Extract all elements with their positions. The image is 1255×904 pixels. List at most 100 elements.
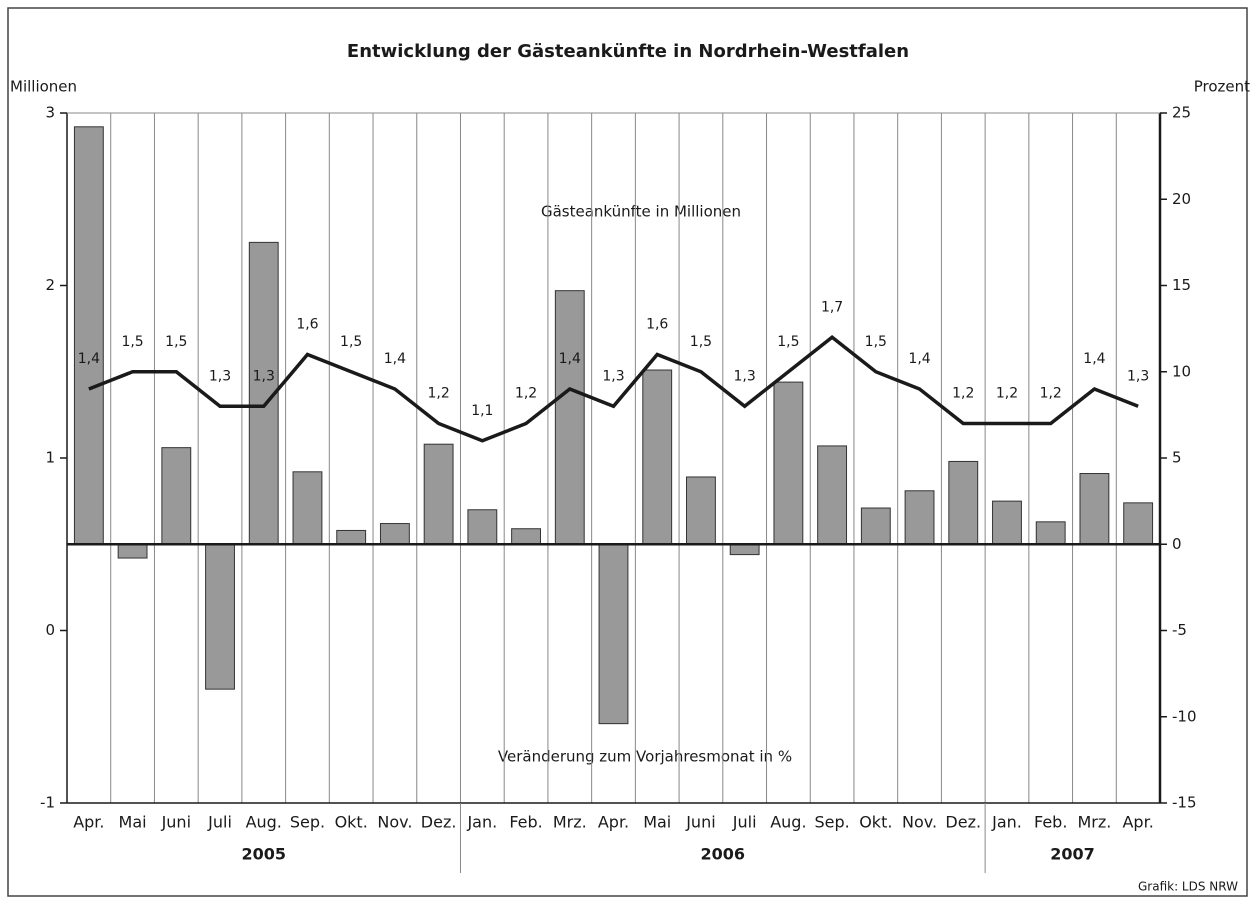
y2-tick-label: 15	[1172, 276, 1191, 294]
bar	[117, 543, 148, 559]
y2-axis-label: Prozent	[1194, 78, 1250, 96]
y2-tick-label: -10	[1172, 707, 1197, 725]
x-tick-label: Mai	[643, 813, 671, 832]
bar	[686, 476, 716, 545]
y2-tick-label: 5	[1172, 449, 1182, 467]
y-tick-label: -1	[40, 794, 55, 812]
y2-tick-label: 10	[1172, 362, 1191, 380]
bar	[205, 543, 235, 690]
bar	[1079, 473, 1110, 545]
bar	[642, 369, 673, 545]
bar	[161, 447, 192, 545]
data-label: 1,6	[646, 317, 668, 333]
data-label: 1,2	[427, 386, 449, 402]
bar	[1123, 502, 1154, 545]
bar	[598, 543, 629, 725]
x-tick-label: Feb.	[1034, 813, 1067, 832]
x-tick-label: Nov.	[377, 813, 412, 832]
source: Grafik: LDS NRW	[1138, 880, 1238, 894]
data-label: 1,4	[559, 351, 581, 367]
x-tick-label: Apr.	[598, 813, 629, 832]
x-tick-label: Jan.	[466, 813, 497, 832]
data-label: 1,4	[78, 351, 100, 367]
x-tick-label: Juli	[207, 813, 232, 832]
data-label: 1,2	[996, 386, 1018, 402]
x-tick-label: Jan.	[991, 813, 1022, 832]
data-label: 1,3	[1127, 368, 1149, 384]
x-tick-label: Aug.	[246, 813, 282, 832]
data-label: 1,1	[471, 403, 493, 419]
data-label: 1,5	[340, 334, 362, 350]
data-label: 1,5	[777, 334, 799, 350]
year-label: 2007	[1050, 845, 1095, 864]
data-label: 1,3	[602, 368, 624, 384]
chart-title: Entwicklung der Gästeankünfte in Nordrhe…	[347, 41, 909, 62]
x-tick-label: Juni	[685, 813, 715, 832]
y2-tick-label: 25	[1172, 104, 1191, 122]
y2-tick-label: 0	[1172, 535, 1182, 553]
data-label: 1,4	[1083, 351, 1105, 367]
data-label: 1,4	[384, 351, 406, 367]
data-label: 1,5	[165, 334, 187, 350]
year-label: 2005	[241, 845, 286, 864]
frame	[7, 7, 1248, 897]
y-tick-label: 2	[45, 276, 55, 294]
data-label: 1,3	[209, 368, 231, 384]
bar	[292, 471, 323, 545]
x-tick-label: Sep.	[814, 813, 849, 832]
x-tick-label: Dez.	[421, 813, 457, 832]
y-axis-label: Millionen	[10, 78, 77, 96]
bar	[817, 445, 848, 545]
bar	[948, 460, 979, 545]
bar	[860, 507, 891, 545]
x-tick-label: Juli	[732, 813, 757, 832]
bar	[1035, 521, 1066, 545]
y2-tick-label: -5	[1172, 621, 1187, 639]
data-label: 1,7	[821, 299, 843, 315]
y-tick-label: 3	[45, 104, 55, 122]
bar	[729, 543, 760, 556]
x-tick-label: Mrz.	[553, 813, 587, 832]
data-label: 1,2	[515, 386, 537, 402]
x-tick-label: Okt.	[335, 813, 368, 832]
bar	[467, 509, 498, 545]
x-tick-label: Apr.	[1122, 813, 1153, 832]
x-tick-label: Aug.	[770, 813, 806, 832]
bar	[904, 490, 935, 545]
data-label: 1,5	[865, 334, 887, 350]
data-label: 1,5	[121, 334, 143, 350]
line	[88, 335, 1139, 443]
bar	[773, 381, 804, 545]
x-tick-label: Nov.	[902, 813, 937, 832]
y-tick-label: 0	[45, 621, 55, 639]
x-tick-label: Juni	[161, 813, 191, 832]
data-label: 1,2	[1040, 386, 1062, 402]
y-tick-label: 1	[45, 449, 55, 467]
bar	[73, 126, 104, 545]
bar	[992, 500, 1022, 545]
x-tick-label: Mrz.	[1077, 813, 1111, 832]
year-label: 2006	[701, 845, 746, 864]
x-tick-label: Okt.	[859, 813, 892, 832]
x-tick-label: Feb.	[509, 813, 542, 832]
x-tick-label: Dez.	[945, 813, 981, 832]
bar	[554, 290, 585, 545]
x-tick-label: Mai	[119, 813, 147, 832]
annotation: Veränderung zum Vorjahresmonat in %	[498, 748, 792, 766]
data-label: 1,3	[253, 368, 275, 384]
bar	[379, 523, 410, 545]
data-label: 1,6	[296, 317, 318, 333]
bar	[336, 529, 367, 545]
data-label: 1,4	[908, 351, 930, 367]
data-label: 1,5	[690, 334, 712, 350]
x-tick-label: Apr.	[73, 813, 104, 832]
bar	[511, 528, 541, 545]
y2-tick-label: -15	[1172, 794, 1197, 812]
bar	[423, 443, 454, 545]
data-label: 1,2	[952, 386, 974, 402]
y2-tick-label: 20	[1172, 190, 1191, 208]
annotation: Gästeankünfte in Millionen	[541, 203, 741, 221]
x-tick-label: Sep.	[290, 813, 325, 832]
data-label: 1,3	[734, 368, 756, 384]
